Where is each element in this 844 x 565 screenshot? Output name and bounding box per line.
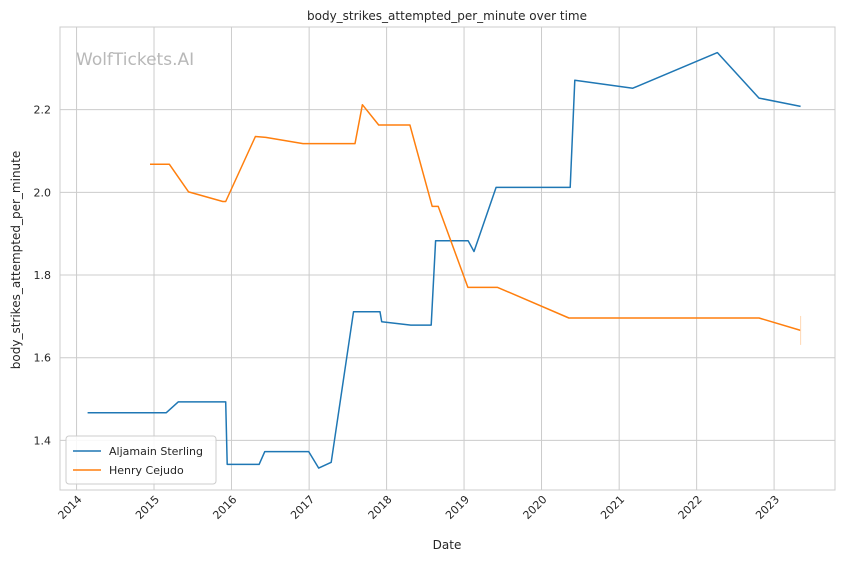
- series-layer: [87, 51, 802, 469]
- grid: [60, 27, 835, 490]
- y-tick-label: 1.4: [34, 434, 52, 447]
- y-tick-label: 1.8: [34, 269, 52, 282]
- legend-label-2: Henry Cejudo: [109, 464, 184, 477]
- watermark: WolfTickets.AI: [76, 50, 194, 70]
- legend-label-1: Aljamain Sterling: [109, 445, 203, 458]
- x-axis-label: Date: [433, 538, 462, 552]
- series-line-1: [87, 51, 801, 469]
- plot-area: [60, 27, 835, 490]
- legend: Aljamain Sterling Henry Cejudo: [65, 435, 217, 485]
- plot-frame: [59, 26, 836, 491]
- tick-labels: 2014 2015 2016 2017 2018 2019 2020 2021 2022 2023…: [34, 104, 783, 522]
- chart-title: body_strikes_attempted_per_minute over t…: [307, 9, 587, 23]
- legend-box: [65, 435, 217, 485]
- y-axis-label: body_strikes_attempted_per_minute: [9, 151, 23, 369]
- series-line-2: [150, 103, 801, 332]
- y-tick-label: 2.2: [34, 104, 52, 117]
- y-tick-label: 1.6: [34, 352, 52, 365]
- y-tick-label: 2.0: [34, 186, 52, 199]
